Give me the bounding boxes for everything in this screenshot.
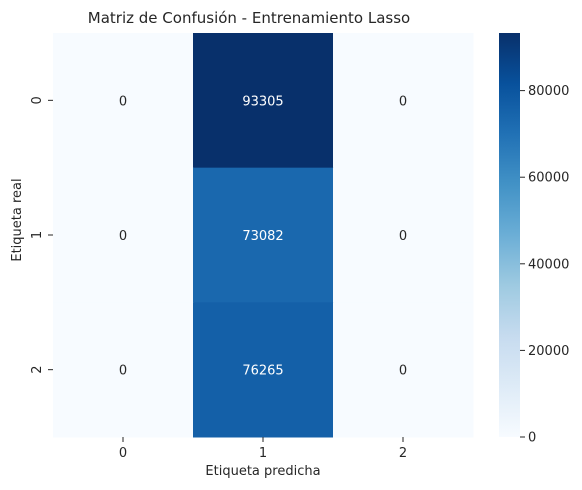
y-axis-ticks: 0 1 2 (30, 96, 53, 374)
cell-value-label-r1-c0: 0 (119, 229, 127, 244)
heatmap-cell-r2-c2 (333, 302, 474, 438)
colorbar-tick-label-4: 80000 (528, 84, 569, 99)
colorbar-ticks: 0 20000 40000 60000 80000 (520, 84, 569, 446)
heatmap-cell-r0-c2 (333, 33, 474, 169)
heatmap-cell-r0-c0 (53, 33, 194, 169)
colorbar-tick-label-1: 20000 (528, 344, 569, 359)
colorbar-tick-label-2: 40000 (528, 257, 569, 272)
heatmap-cell-r2-c1 (193, 302, 334, 438)
heatmap-cell-r0-c1 (193, 33, 334, 169)
cell-value-label-r0-c0: 0 (119, 94, 127, 109)
x-tick-label-0: 0 (119, 446, 127, 461)
cell-value-label-r2-c1: 76265 (242, 364, 283, 379)
heatmap-cells (53, 33, 474, 438)
x-tick-label-2: 2 (399, 446, 407, 461)
colorbar (499, 33, 520, 437)
y-tick-label-2: 2 (30, 366, 45, 374)
cell-value-label-r2-c0: 0 (119, 364, 127, 379)
heatmap-cell-labels: 0 93305 0 0 73082 0 0 76265 0 (119, 94, 407, 378)
colorbar-tick-label-3: 60000 (528, 171, 569, 186)
cell-value-label-r0-c2: 0 (399, 94, 407, 109)
heatmap-cell-r1-c2 (333, 167, 474, 303)
cell-value-label-r2-c2: 0 (399, 364, 407, 379)
chart-title: Matriz de Confusión - Entrenamiento Lass… (88, 9, 410, 27)
y-tick-label-0: 0 (30, 96, 45, 104)
x-axis-label: Etiqueta predicha (205, 464, 320, 479)
heatmap-cell-r1-c0 (53, 167, 194, 303)
y-tick-label-1: 1 (30, 231, 45, 239)
x-axis-ticks: 0 1 2 (119, 437, 407, 461)
cell-value-label-r1-c2: 0 (399, 229, 407, 244)
colorbar-tick-label-0: 0 (528, 431, 536, 446)
x-tick-label-1: 1 (259, 446, 267, 461)
cell-value-label-r1-c1: 73082 (242, 229, 283, 244)
cell-value-label-r0-c1: 93305 (242, 94, 283, 109)
heatmap-cell-r2-c0 (53, 302, 194, 438)
y-axis-label: Etiqueta real (10, 178, 25, 261)
heatmap-cell-r1-c1 (193, 167, 334, 303)
